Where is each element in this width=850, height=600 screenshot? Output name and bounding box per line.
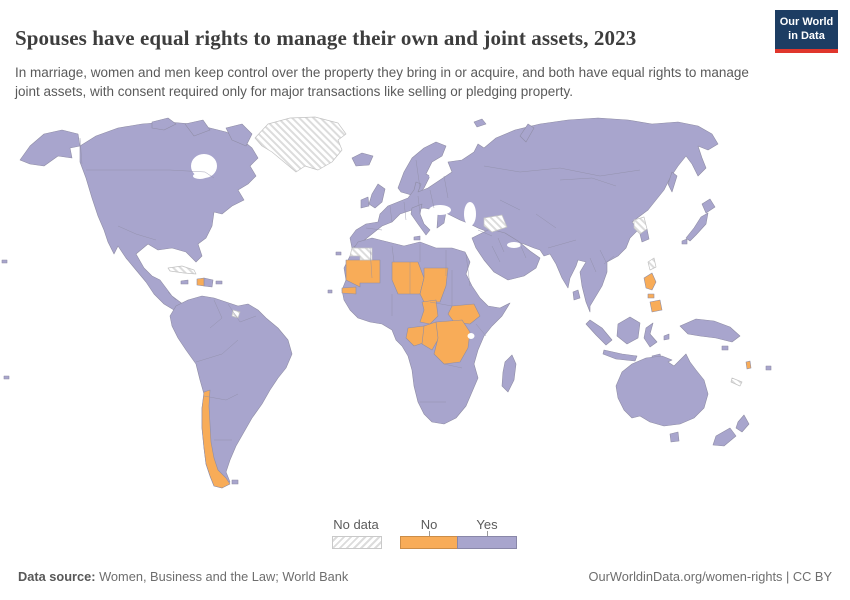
country-fiji[interactable] <box>765 365 772 371</box>
country-papua-new-guinea[interactable] <box>679 318 741 343</box>
country-united-kingdom[interactable] <box>368 183 386 209</box>
country-alaska-usa[interactable] <box>19 129 81 167</box>
country-philippines-luzon[interactable] <box>643 272 657 291</box>
japan-kyushu[interactable] <box>681 238 688 245</box>
country-greenland[interactable] <box>254 116 347 173</box>
country-australia[interactable] <box>615 353 709 427</box>
pacific-island-speck[interactable] <box>1 259 8 264</box>
owid-logo-line2: in Data <box>788 29 825 42</box>
country-north-korea[interactable] <box>633 216 648 235</box>
country-ireland[interactable] <box>360 196 370 209</box>
caspian-sea <box>464 202 476 226</box>
country-south-sudan[interactable] <box>447 303 481 325</box>
country-jamaica[interactable] <box>180 279 189 285</box>
legend-swatch-no[interactable] <box>400 536 458 549</box>
country-sri-lanka[interactable] <box>572 289 581 301</box>
svalbard[interactable] <box>473 118 487 128</box>
new-zealand-north[interactable] <box>735 414 750 433</box>
lake-victoria <box>467 333 475 339</box>
legend-swatch-no-data[interactable] <box>332 536 382 549</box>
hudson-bay <box>191 154 217 178</box>
sumatra[interactable] <box>585 319 613 346</box>
data-source-label: Data source: <box>18 569 96 584</box>
data-source-note: Data source: Women, Business and the Law… <box>18 569 348 584</box>
page-title: Spouses have equal rights to manage thei… <box>15 26 637 51</box>
canary-islands[interactable] <box>335 251 342 256</box>
world-choropleth-map[interactable] <box>0 108 850 512</box>
license-cc-by[interactable]: CC BY <box>792 569 832 584</box>
country-vanuatu[interactable] <box>745 360 752 370</box>
great-lakes <box>193 173 207 179</box>
layer-no-data <box>167 116 743 387</box>
legend-no-label: No <box>420 517 438 532</box>
country-niger[interactable] <box>391 261 425 295</box>
japan-hokkaido[interactable] <box>701 198 716 214</box>
territory-new-caledonia[interactable] <box>730 377 743 387</box>
country-philippines-visayas[interactable] <box>647 293 655 299</box>
footer-divider: | <box>782 569 793 584</box>
victoria-island[interactable] <box>184 119 211 137</box>
owid-link[interactable]: OurWorldinData.org/women-rights <box>588 569 783 584</box>
falkland-islands[interactable] <box>231 479 239 485</box>
data-source-value: Women, Business and the Law; World Bank <box>95 569 349 584</box>
novaya-zemlya[interactable] <box>519 123 535 143</box>
country-dr-congo[interactable] <box>433 319 471 365</box>
legend-swatch-yes[interactable] <box>457 536 517 549</box>
sakhalin[interactable] <box>667 171 678 193</box>
country-congo[interactable] <box>421 321 441 351</box>
country-dominican-republic[interactable] <box>203 277 214 288</box>
polynesia-speck[interactable] <box>3 375 10 380</box>
country-taiwan[interactable] <box>647 257 657 271</box>
country-cuba[interactable] <box>167 265 197 275</box>
country-gabon-equatorial-guinea[interactable] <box>405 325 427 347</box>
layer-borders <box>79 137 641 441</box>
country-puerto-rico[interactable] <box>215 280 223 285</box>
baltic-sea <box>429 167 435 181</box>
country-iceland[interactable] <box>351 152 374 167</box>
arctic-islands[interactable] <box>151 117 177 131</box>
persian-gulf <box>507 242 521 248</box>
java[interactable] <box>602 349 638 362</box>
tasmania[interactable] <box>669 431 680 443</box>
region-north-america[interactable] <box>79 121 259 317</box>
country-chile[interactable] <box>201 389 231 489</box>
country-italy[interactable] <box>410 203 431 236</box>
region-south-america[interactable] <box>169 295 293 489</box>
country-philippines-mindanao[interactable] <box>649 299 663 313</box>
chart-subtitle: In marriage, women and men keep control … <box>15 64 749 100</box>
black-sea <box>429 205 451 215</box>
new-zealand-south[interactable] <box>712 427 737 447</box>
sulawesi[interactable] <box>643 322 658 348</box>
territory-french-guiana[interactable] <box>231 309 241 319</box>
country-senegal[interactable] <box>341 286 357 295</box>
solomon-islands[interactable] <box>721 345 729 351</box>
country-turkmenistan[interactable] <box>483 214 508 233</box>
legend-tick-yes <box>487 531 488 537</box>
territory-western-sahara[interactable] <box>349 247 373 261</box>
footer-attribution: OurWorldinData.org/women-rights | CC BY <box>589 569 832 584</box>
country-haiti[interactable] <box>196 277 205 287</box>
layer-lakes <box>191 154 521 339</box>
region-arabian-peninsula[interactable] <box>471 228 541 281</box>
layer-no <box>196 259 752 489</box>
japan-honshu[interactable] <box>685 212 709 242</box>
owid-logo[interactable]: Our World in Data <box>775 10 838 53</box>
borneo[interactable] <box>616 316 641 345</box>
country-madagascar[interactable] <box>501 354 517 393</box>
cape-verde[interactable] <box>327 289 333 294</box>
legend-yes-label: Yes <box>476 517 498 532</box>
legend-no-data-label: No data <box>333 517 379 532</box>
owid-logo-line1: Our World <box>779 16 834 28</box>
sicily[interactable] <box>413 235 421 241</box>
moluccas[interactable] <box>663 333 670 341</box>
baffin-island[interactable] <box>225 123 253 147</box>
legend-tick-no <box>429 531 430 537</box>
